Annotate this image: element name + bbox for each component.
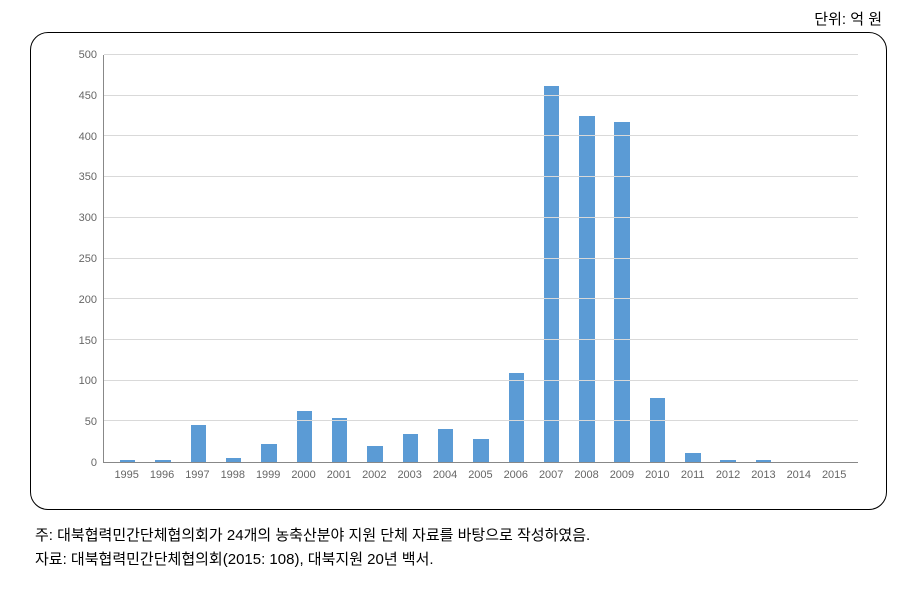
x-tick-label: 2011 xyxy=(675,463,710,491)
y-tick-label: 450 xyxy=(67,90,97,102)
bar xyxy=(261,444,277,462)
bars-container xyxy=(104,55,858,462)
chart-frame: 050100150200250300350400450500 199519961… xyxy=(30,32,887,510)
bar-slot xyxy=(428,55,463,462)
bar-slot xyxy=(145,55,180,462)
y-tick-label: 50 xyxy=(67,416,97,428)
y-tick-label: 100 xyxy=(67,375,97,387)
bar xyxy=(226,458,242,462)
gridline xyxy=(104,176,858,177)
y-tick-label: 400 xyxy=(67,131,97,143)
grid-area xyxy=(103,55,858,463)
bar xyxy=(367,446,383,462)
bar xyxy=(544,86,560,462)
x-tick-label: 2003 xyxy=(392,463,427,491)
gridline xyxy=(104,135,858,136)
note-line-2: 자료: 대북협력민간단체협의회(2015: 108), 대북지원 20년 백서. xyxy=(35,548,590,572)
x-tick-label: 2012 xyxy=(710,463,745,491)
gridline xyxy=(104,54,858,55)
bar-slot xyxy=(534,55,569,462)
x-tick-label: 1996 xyxy=(144,463,179,491)
bar-slot xyxy=(287,55,322,462)
x-tick-label: 2008 xyxy=(569,463,604,491)
x-tick-label: 2015 xyxy=(817,463,852,491)
y-tick-label: 200 xyxy=(67,294,97,306)
x-tick-label: 1995 xyxy=(109,463,144,491)
x-tick-label: 2006 xyxy=(498,463,533,491)
bar xyxy=(473,439,489,462)
bar-slot xyxy=(357,55,392,462)
bar-slot xyxy=(605,55,640,462)
bar xyxy=(650,398,666,462)
note-line-1: 주: 대북협력민간단체협의회가 24개의 농축산분야 지원 단체 자료를 바탕으… xyxy=(35,524,590,548)
bar-slot xyxy=(675,55,710,462)
y-tick-label: 150 xyxy=(67,335,97,347)
gridline xyxy=(104,95,858,96)
x-tick-label: 1999 xyxy=(251,463,286,491)
bar-slot xyxy=(817,55,852,462)
x-tick-label: 2001 xyxy=(321,463,356,491)
bar xyxy=(155,460,171,462)
x-tick-label: 2014 xyxy=(781,463,816,491)
bar-slot xyxy=(216,55,251,462)
bar-slot xyxy=(181,55,216,462)
y-tick-label: 350 xyxy=(67,171,97,183)
bar xyxy=(191,425,207,462)
bar-slot xyxy=(711,55,746,462)
bar-slot xyxy=(569,55,604,462)
gridline xyxy=(104,420,858,421)
bar-slot xyxy=(746,55,781,462)
x-tick-label: 2002 xyxy=(357,463,392,491)
y-axis: 050100150200250300350400450500 xyxy=(73,55,103,463)
bar xyxy=(509,373,525,462)
bar xyxy=(720,460,736,462)
bar-slot xyxy=(499,55,534,462)
x-tick-label: 2013 xyxy=(746,463,781,491)
x-axis: 1995199619971998199920002001200220032004… xyxy=(103,463,858,491)
x-tick-label: 2010 xyxy=(640,463,675,491)
bar xyxy=(120,460,136,462)
bar xyxy=(685,453,701,462)
x-tick-label: 2005 xyxy=(463,463,498,491)
gridline xyxy=(104,298,858,299)
gridline xyxy=(104,339,858,340)
bar-slot xyxy=(110,55,145,462)
bar-slot xyxy=(251,55,286,462)
bar xyxy=(756,460,772,462)
bar xyxy=(614,122,630,462)
bar-slot xyxy=(640,55,675,462)
y-tick-label: 300 xyxy=(67,212,97,224)
bar-slot xyxy=(463,55,498,462)
plot-area: 050100150200250300350400450500 199519961… xyxy=(73,55,858,491)
x-tick-label: 2007 xyxy=(534,463,569,491)
x-tick-label: 1997 xyxy=(180,463,215,491)
x-tick-label: 2000 xyxy=(286,463,321,491)
x-tick-label: 2009 xyxy=(604,463,639,491)
bar xyxy=(297,411,313,462)
bar xyxy=(579,116,595,462)
gridline xyxy=(104,217,858,218)
y-tick-label: 250 xyxy=(67,253,97,265)
bar-slot xyxy=(322,55,357,462)
bar-slot xyxy=(781,55,816,462)
bar-slot xyxy=(393,55,428,462)
bar xyxy=(332,418,348,462)
bar xyxy=(403,434,419,462)
x-tick-label: 1998 xyxy=(215,463,250,491)
x-tick-label: 2004 xyxy=(427,463,462,491)
bar xyxy=(438,429,454,462)
y-tick-label: 0 xyxy=(67,457,97,469)
y-tick-label: 500 xyxy=(67,49,97,61)
gridline xyxy=(104,258,858,259)
unit-label: 단위: 억 원 xyxy=(814,8,882,29)
gridline xyxy=(104,380,858,381)
footer-notes: 주: 대북협력민간단체협의회가 24개의 농축산분야 지원 단체 자료를 바탕으… xyxy=(35,524,590,572)
